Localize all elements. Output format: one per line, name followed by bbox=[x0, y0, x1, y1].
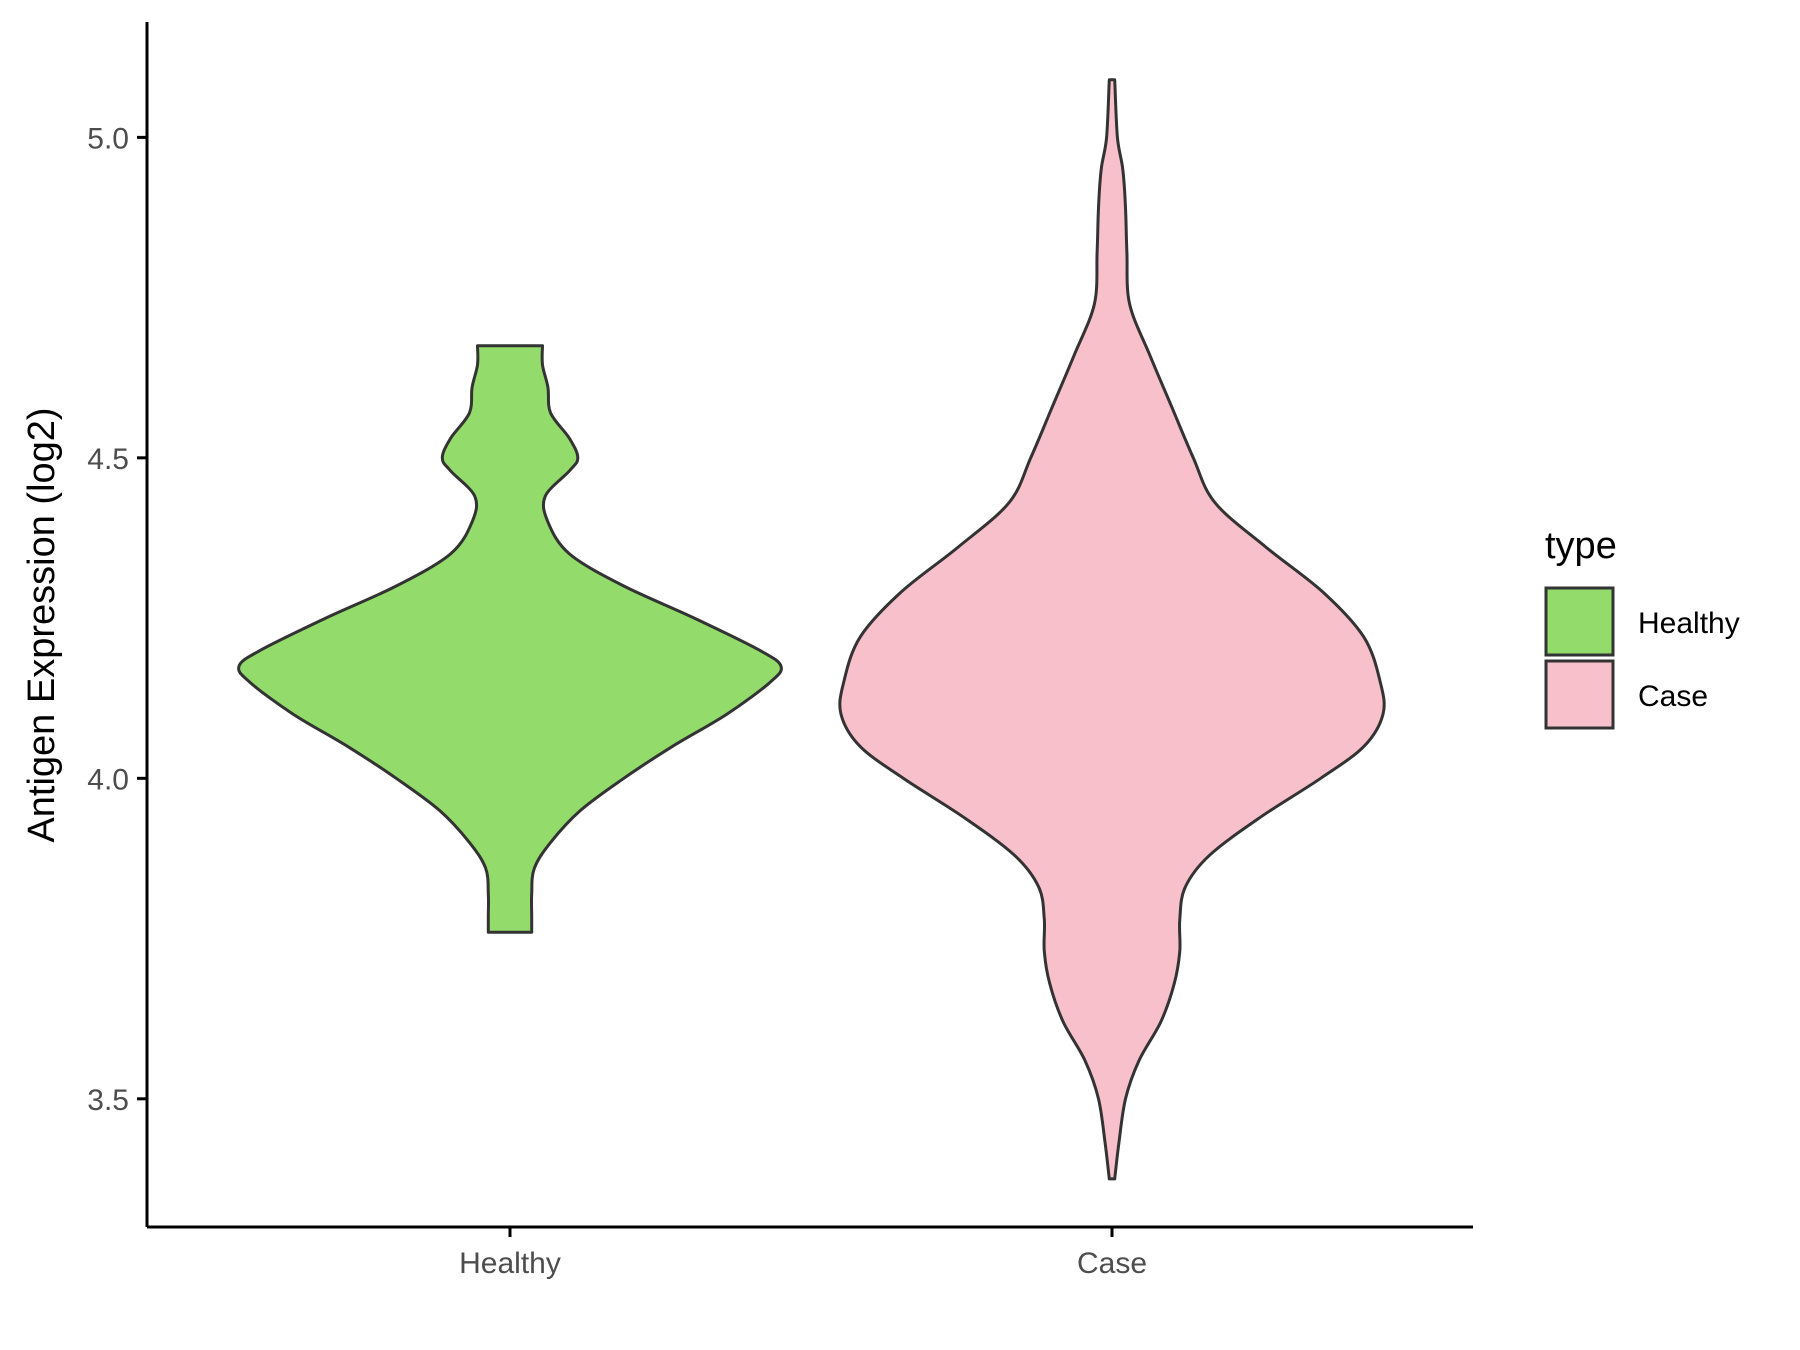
legend-swatch-healthy bbox=[1544, 586, 1615, 657]
legend-label-case: Case bbox=[1638, 680, 1708, 713]
x-tick-label: Healthy bbox=[459, 1247, 561, 1280]
y-tick-label: 4.0 bbox=[87, 763, 129, 796]
y-tick-label: 4.5 bbox=[87, 443, 129, 476]
legend: type Healthy Case bbox=[1544, 525, 1740, 730]
violin-case bbox=[838, 78, 1386, 1181]
y-ticks: 3.5 4.0 4.5 5.0 bbox=[87, 122, 147, 1117]
x-tick-label: Case bbox=[1077, 1247, 1147, 1280]
legend-title: type bbox=[1545, 525, 1617, 567]
y-tick-label: 5.0 bbox=[87, 122, 129, 155]
violin-layer bbox=[237, 78, 1386, 1181]
y-axis-title: Antigen Expression (log2) bbox=[21, 407, 63, 842]
legend-label-healthy: Healthy bbox=[1638, 607, 1740, 640]
axes bbox=[145, 22, 1473, 1229]
x-ticks: Healthy Case bbox=[459, 1227, 1147, 1280]
legend-swatch-case bbox=[1544, 659, 1615, 730]
violin-healthy bbox=[237, 344, 783, 934]
y-tick-label: 3.5 bbox=[87, 1084, 129, 1117]
